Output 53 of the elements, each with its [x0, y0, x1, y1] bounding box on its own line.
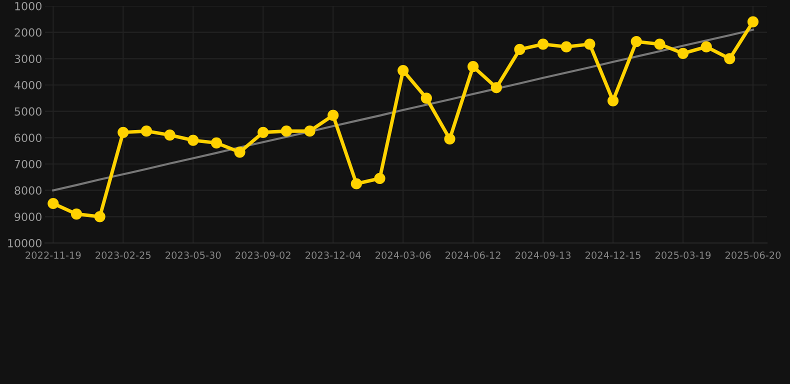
x-tick-label: 2023-12-04	[306, 252, 361, 259]
x-tick-label: 2024-06-12	[446, 252, 500, 259]
point	[164, 129, 176, 141]
y-tick-label: 7000	[14, 160, 42, 168]
x-tick-label: 2023-02-25	[96, 252, 151, 259]
y-tick-label: 2000	[14, 28, 42, 37]
point	[48, 198, 59, 210]
y-tick-label: 5000	[14, 107, 42, 116]
x-tick-label: 2023-05-30	[166, 252, 221, 259]
point	[444, 133, 456, 145]
point	[210, 137, 222, 148]
x-tick-label: 2025-03-19	[655, 252, 711, 259]
y-tick-label: 9000	[14, 212, 42, 222]
point	[490, 82, 502, 94]
point	[700, 41, 712, 52]
x-tick-label: 2022-11-19	[26, 252, 81, 259]
x-tick-label: 2024-03-06	[376, 252, 431, 259]
point	[420, 92, 432, 104]
point	[468, 61, 479, 72]
point	[350, 178, 362, 190]
point	[374, 172, 386, 184]
y-tick-label: 8000	[14, 186, 42, 195]
y-tick-label: 3000	[14, 54, 42, 64]
point	[258, 126, 269, 138]
point	[70, 208, 82, 220]
y-tick-label: 6000	[14, 134, 42, 142]
point	[514, 44, 526, 56]
x-tick-label: 2025-06-20	[725, 252, 781, 259]
y-tick-label: 1000	[15, 2, 42, 10]
point	[304, 126, 316, 137]
point	[328, 110, 339, 121]
point	[584, 38, 596, 50]
point	[630, 36, 642, 48]
y-tick-label: 4000	[14, 80, 42, 90]
point	[118, 126, 129, 138]
point	[280, 126, 292, 137]
x-tick-label: 2024-09-13	[516, 252, 571, 259]
point	[234, 146, 246, 158]
x-tick-label: 2023-09-02	[236, 252, 290, 259]
line-series	[52, 28, 754, 192]
x-tick-label: 2024-12-15	[585, 252, 640, 259]
point	[140, 126, 152, 137]
point	[537, 38, 549, 50]
point	[560, 41, 572, 52]
point	[398, 64, 409, 76]
point	[747, 16, 759, 28]
point	[94, 211, 106, 222]
point	[724, 53, 736, 64]
point	[677, 48, 689, 59]
point	[654, 38, 666, 50]
point	[607, 95, 619, 106]
point	[188, 134, 199, 146]
y-tick-label: 10000	[8, 238, 42, 248]
